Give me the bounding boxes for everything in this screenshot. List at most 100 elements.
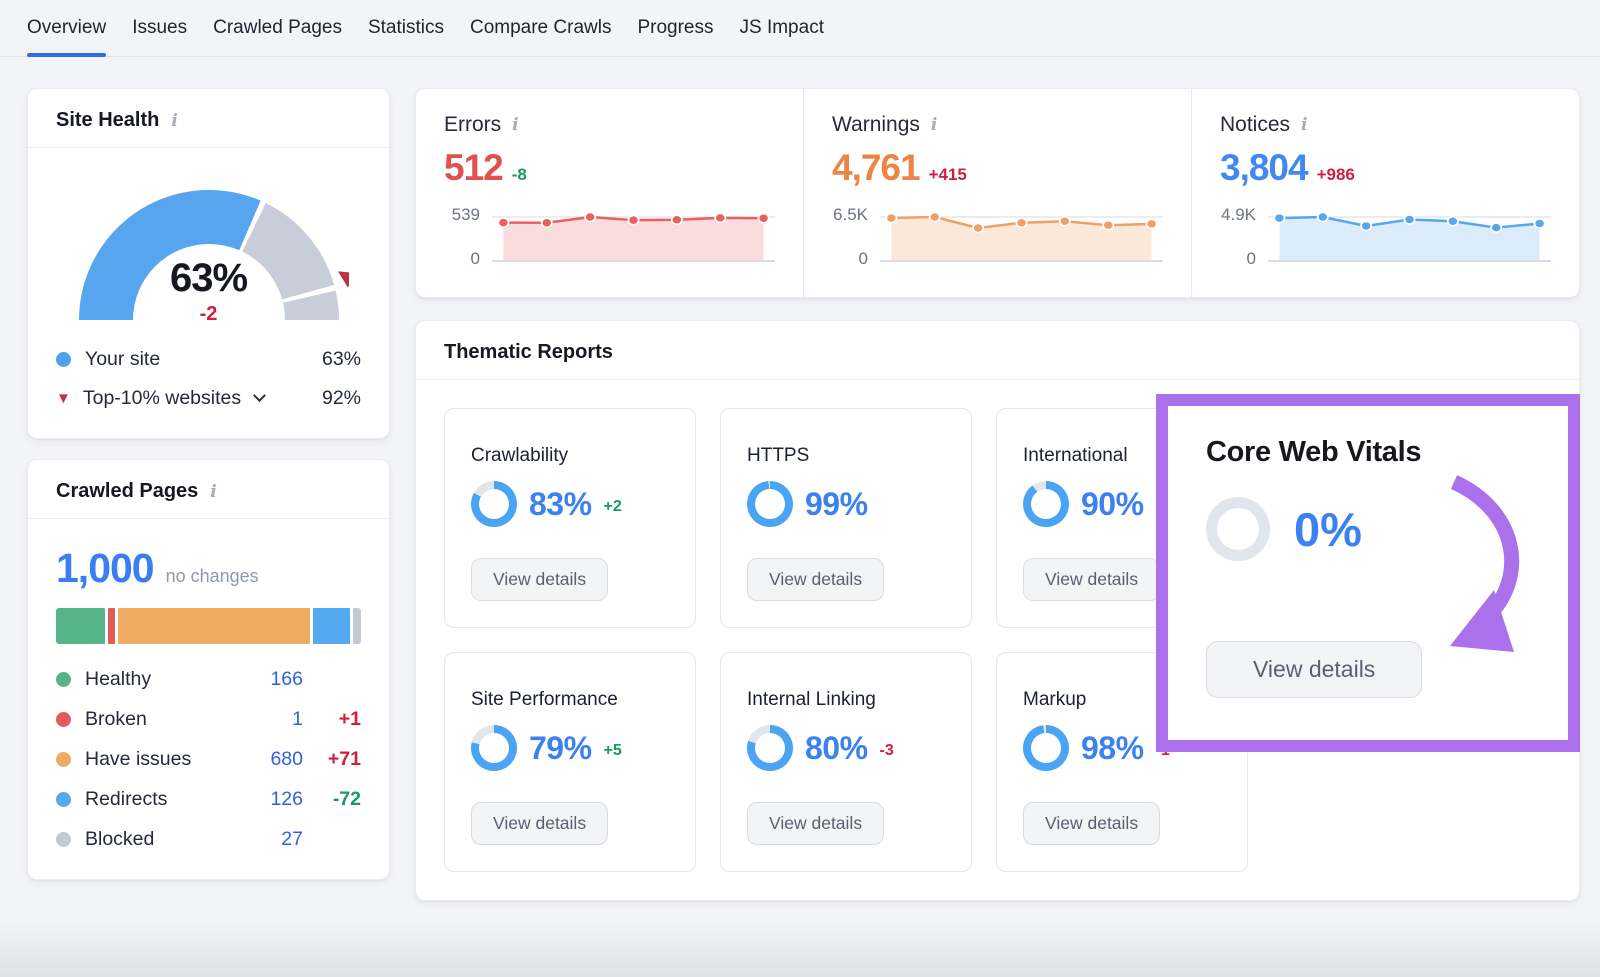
legend-row-broken: Broken 1 +1	[56, 708, 361, 731]
site-performance-pct: 79%	[529, 729, 592, 766]
bar-segment-redirects[interactable]	[313, 608, 351, 644]
info-icon[interactable]: i	[930, 115, 938, 135]
bar-segment-healthy[interactable]	[56, 608, 105, 644]
gauge-center: 63% -2	[69, 256, 349, 322]
legend-row-blocked: Blocked 27	[56, 828, 361, 851]
notices-label: Notices	[1220, 113, 1291, 136]
site-health-body: ▶ 63% -2 Your site 63% ▼	[28, 148, 389, 438]
crawled-pages-title: Crawled Pages	[56, 480, 199, 502]
your-site-dot-icon	[56, 352, 71, 367]
errors-label: Errors	[444, 113, 502, 136]
site-health-score: 63%	[169, 256, 248, 300]
crawled-pages-header: Crawled Pages i	[28, 460, 389, 519]
markup-title: Markup	[1023, 689, 1087, 710]
top10-label: Top-10% websites	[82, 387, 242, 409]
internal-linking-title: Internal Linking	[747, 689, 876, 710]
legend-row-top10: ▼ Top-10% websites 92%	[56, 387, 361, 410]
warnings-value[interactable]: 4,761	[832, 147, 921, 188]
core-web-vitals-view-details-button[interactable]: View details	[1206, 641, 1423, 698]
warnings-column: Warnings i 4,761 +415 6.5K 0	[803, 89, 1191, 297]
core-web-vitals-title: Core Web Vitals	[1206, 436, 1422, 468]
bar-segment-have-issues[interactable]	[117, 608, 311, 644]
crawlability-card: Crawlability 83% +2 View details	[444, 408, 696, 628]
notices-delta: +986	[1316, 165, 1355, 184]
errors-delta: -8	[511, 165, 527, 184]
tab-crawled-pages[interactable]: Crawled Pages	[213, 17, 342, 38]
site-health-gauge: ▶ 63% -2	[69, 182, 349, 322]
healthy-value[interactable]: 166	[270, 668, 303, 690]
chevron-down-icon[interactable]	[253, 389, 266, 403]
international-title: International	[1023, 445, 1128, 466]
internal-linking-delta: -3	[879, 742, 894, 759]
bar-segment-broken[interactable]	[107, 608, 115, 644]
internal-linking-view-details-button[interactable]: View details	[747, 802, 885, 845]
site-performance-delta: +5	[603, 742, 622, 759]
crawlability-delta: +2	[603, 498, 622, 515]
blocked-value[interactable]: 27	[281, 828, 303, 850]
crawled-pages-card: Crawled Pages i 1,000 no changes Healthy…	[27, 459, 390, 880]
issues-stats-panel: Errors i 512 -8 539 0	[415, 88, 1580, 298]
annotation-arrow-icon	[1450, 475, 1520, 652]
tab-overview[interactable]: Overview	[27, 0, 107, 57]
top10-dropdown[interactable]: Top-10% websites	[83, 387, 297, 410]
internal-linking-pct: 80%	[805, 729, 868, 766]
redirects-value[interactable]: 126	[270, 788, 303, 810]
core-web-vitals-pct: 0%	[1294, 502, 1362, 556]
thematic-row-1: Crawlability 83% +2 View details HTTPS	[444, 408, 1551, 628]
legend-row-have-issues: Have issues 680 +71	[56, 748, 361, 771]
tab-compare-crawls[interactable]: Compare Crawls	[469, 17, 612, 38]
tab-statistics[interactable]: Statistics	[367, 17, 444, 38]
https-card: HTTPS 99% View details	[720, 408, 972, 628]
warnings-label: Warnings	[832, 113, 920, 136]
broken-value[interactable]: 1	[292, 708, 303, 730]
markup-view-details-button[interactable]: View details	[1023, 802, 1161, 845]
thematic-reports-header: Thematic Reports	[416, 321, 1579, 380]
site-health-card: Site Health i ▶ 63% -2	[27, 88, 390, 439]
warnings-delta: +415	[928, 165, 967, 184]
blocked-dot-icon	[56, 832, 71, 847]
international-pct: 90%	[1081, 485, 1144, 522]
site-health-title: Site Health	[56, 109, 160, 131]
warnings-ymax: 6.5K	[833, 205, 868, 224]
legend-row-redirects: Redirects 126 -72	[56, 788, 361, 811]
tab-issues[interactable]: Issues	[132, 17, 188, 38]
international-donut-chart	[1023, 481, 1069, 527]
international-view-details-button[interactable]: View details	[1023, 558, 1161, 601]
right-column: Errors i 512 -8 539 0	[415, 88, 1580, 901]
crawlability-view-details-button[interactable]: View details	[471, 558, 609, 601]
thematic-reports-title: Thematic Reports	[444, 341, 613, 363]
info-icon[interactable]: i	[512, 115, 519, 135]
https-view-details-button[interactable]: View details	[747, 558, 885, 601]
bar-segment-blocked[interactable]	[353, 608, 361, 644]
have-issues-label: Have issues	[85, 748, 192, 770]
info-icon[interactable]: i	[171, 110, 178, 131]
crawlability-donut-chart	[471, 481, 517, 527]
crawled-pages-stacked-bar[interactable]	[56, 608, 361, 644]
crawlability-pct: 83%	[529, 485, 592, 522]
internal-linking-donut-chart	[747, 725, 793, 771]
notices-ymin: 0	[1246, 249, 1256, 268]
crawled-total[interactable]: 1,000	[56, 545, 155, 591]
internal-linking-card: Internal Linking 80% -3 View details	[720, 652, 972, 872]
site-health-header: Site Health i	[28, 89, 389, 148]
info-icon[interactable]: i	[1301, 115, 1308, 135]
notices-sparkline-chart	[1268, 205, 1551, 269]
markup-pct: 98%	[1081, 729, 1144, 766]
have-issues-value[interactable]: 680	[270, 748, 303, 770]
site-health-legend: Your site 63% ▼ Top-10% websites 92%	[56, 348, 361, 410]
info-icon[interactable]: i	[210, 481, 217, 502]
core-web-vitals-highlight-box: Core Web Vitals 0% View details	[1156, 394, 1580, 752]
site-performance-view-details-button[interactable]: View details	[471, 802, 609, 845]
errors-value[interactable]: 512	[444, 147, 504, 188]
notices-value[interactable]: 3,804	[1220, 147, 1309, 188]
redirects-dot-icon	[56, 792, 71, 807]
site-performance-donut-chart	[471, 725, 517, 771]
have-issues-dot-icon	[56, 752, 71, 767]
tab-progress[interactable]: Progress	[637, 17, 714, 38]
thematic-reports-panel: Thematic Reports Crawlability 83% +2 Vie…	[415, 320, 1580, 901]
warnings-ymin: 0	[858, 249, 868, 268]
errors-column: Errors i 512 -8 539 0	[416, 89, 803, 297]
errors-sparkline-chart	[492, 205, 775, 269]
tab-js-impact[interactable]: JS Impact	[739, 17, 824, 38]
site-health-delta: -2	[199, 303, 218, 322]
